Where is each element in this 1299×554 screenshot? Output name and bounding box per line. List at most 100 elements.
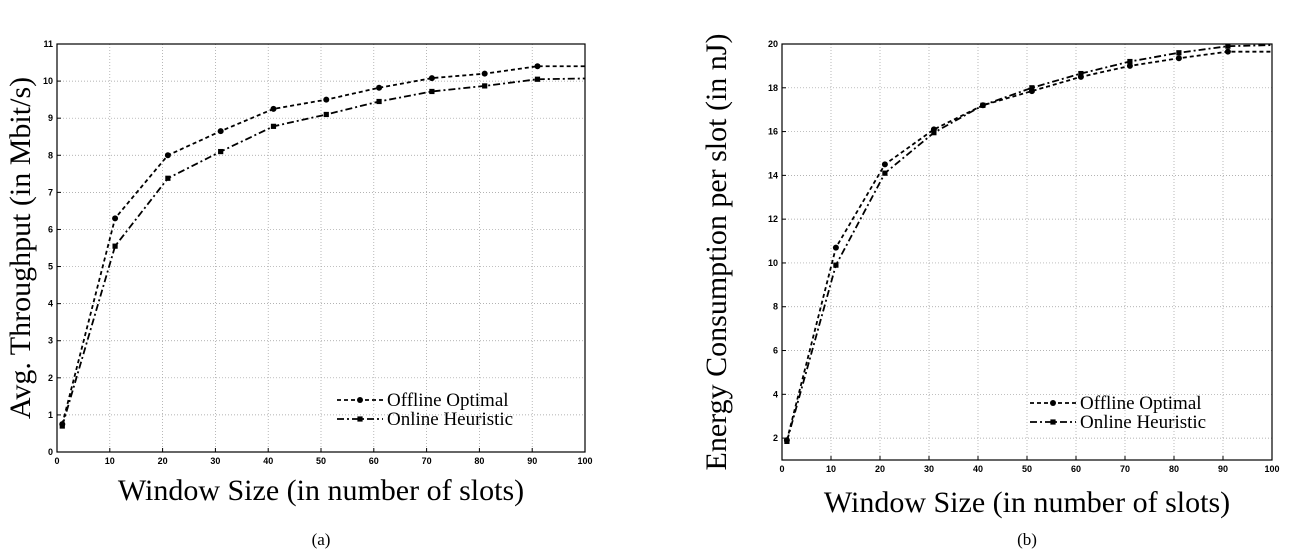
legend-label: Online Heuristic (387, 409, 513, 430)
data-point-circle (376, 84, 383, 91)
y-axis-label: Energy Consumption per slot (in nJ) (700, 34, 733, 471)
data-point-square (218, 148, 224, 155)
energy-chart: 0 10 20 30 40 50 60 70 80 90 100 2 4 6 8 10 12 14 16 18 20 O… (700, 34, 1280, 549)
data-point-square (270, 123, 277, 129)
y-tick-label: 4 (48, 299, 53, 309)
x-tick-label: 10 (105, 456, 115, 466)
data-point-circle (270, 105, 277, 112)
data-point-circle (112, 215, 119, 222)
series-line-1 (61, 77, 586, 427)
grid (782, 44, 1272, 460)
y-tick-label: 1 (48, 410, 53, 420)
data-point-circle (1126, 62, 1133, 69)
legend-marker-square (1050, 419, 1056, 425)
y-tick-label: 9 (48, 113, 53, 123)
x-tick-label: 10 (826, 464, 836, 474)
y-tick-label: 2 (48, 373, 53, 383)
x-tick-label: 0 (779, 464, 784, 474)
y-tick-label: 14 (768, 170, 778, 180)
data-point-square (980, 102, 986, 108)
y-tick-label: 0 (48, 447, 53, 457)
data-point-square (1029, 85, 1035, 91)
data-point-square (112, 243, 118, 249)
series-line-1 (786, 44, 1273, 442)
x-tick-label: 70 (422, 456, 432, 466)
data-point-circle (534, 63, 541, 70)
data-point-square (1127, 58, 1133, 65)
data-point-square (323, 111, 329, 118)
tick-labels: 0 10 20 30 40 50 60 70 80 90 100 0 1 2 3 4 5 6 7 8 9 10 11 (43, 39, 593, 466)
x-tick-label: 80 (1169, 464, 1179, 474)
legend-marker-square (357, 416, 363, 422)
data-point-square (1225, 43, 1231, 49)
y-tick-label: 16 (768, 127, 778, 137)
y-tick-label: 10 (768, 258, 778, 268)
data-point-square (833, 262, 839, 268)
data-point-square (784, 438, 790, 444)
y-tick-label: 5 (48, 262, 53, 272)
x-tick-label: 70 (1120, 464, 1130, 474)
x-tick-label: 30 (924, 464, 934, 474)
grid (57, 44, 585, 452)
x-tick-label: 50 (316, 456, 326, 466)
y-tick-label: 4 (773, 389, 778, 399)
series-line-0 (61, 65, 585, 425)
subfigure-caption: (b) (1017, 530, 1037, 549)
legend-label: Offline Optimal (387, 390, 509, 411)
y-tick-label: 12 (768, 214, 778, 224)
y-tick-label: 18 (768, 83, 778, 93)
x-tick-label: 20 (158, 456, 168, 466)
data-point-square (931, 130, 937, 136)
legend-marker-circle (1050, 400, 1056, 406)
x-tick-label: 30 (210, 456, 220, 466)
x-axis-label: Window Size (in number of slots) (118, 474, 524, 507)
y-tick-label: 11 (43, 39, 53, 49)
y-tick-label: 6 (48, 224, 53, 234)
data-point-square (534, 76, 541, 82)
data-point-square (1078, 70, 1084, 77)
x-tick-label: 100 (577, 456, 592, 466)
data-point-circle (428, 75, 435, 82)
x-tick-label: 0 (54, 456, 59, 466)
x-tick-label: 90 (527, 456, 537, 466)
subfigure-caption: (a) (312, 530, 331, 549)
data-point-square (59, 423, 65, 429)
x-tick-label: 50 (1022, 464, 1032, 474)
y-tick-label: 7 (48, 187, 53, 197)
data-point-circle (881, 161, 888, 168)
legend-label: Online Heuristic (1080, 412, 1206, 433)
y-tick-label: 3 (48, 336, 53, 346)
y-tick-label: 10 (43, 76, 53, 86)
x-tick-label: 40 (973, 464, 983, 474)
x-tick-label: 100 (1264, 464, 1279, 474)
data-point-circle (1175, 55, 1182, 62)
y-tick-label: 8 (773, 302, 778, 312)
y-axis-label: Avg. Throughput (in Mbit/s) (4, 77, 37, 419)
data-point-square (376, 98, 382, 105)
y-tick-label: 20 (768, 39, 778, 49)
data-point-circle (164, 152, 171, 159)
data-point-square (429, 88, 435, 95)
data-point-circle (1224, 48, 1231, 55)
x-tick-label: 90 (1218, 464, 1228, 474)
data-point-circle (217, 128, 224, 135)
x-tick-label: 40 (263, 456, 273, 466)
x-tick-label: 60 (1071, 464, 1081, 474)
series-line-0 (786, 50, 1272, 441)
tick-labels: 0 10 20 30 40 50 60 70 80 90 100 2 4 6 8 10 12 14 16 18 20 (768, 39, 1280, 474)
data-point-circle (832, 244, 839, 251)
x-tick-label: 20 (875, 464, 885, 474)
series-lines (59, 63, 586, 429)
throughput-chart: 0 10 20 30 40 50 60 70 80 90 100 0 1 2 3 4 5 6 7 8 9 10 11 Off… (4, 39, 593, 549)
data-point-square (882, 170, 888, 176)
x-tick-label: 60 (369, 456, 379, 466)
data-point-square (1176, 50, 1182, 56)
series-lines (783, 43, 1273, 444)
y-tick-label: 6 (773, 346, 778, 356)
x-tick-label: 80 (474, 456, 484, 466)
x-axis-label: Window Size (in number of slots) (824, 486, 1230, 519)
data-point-square (482, 83, 488, 89)
y-tick-label: 2 (773, 433, 778, 443)
